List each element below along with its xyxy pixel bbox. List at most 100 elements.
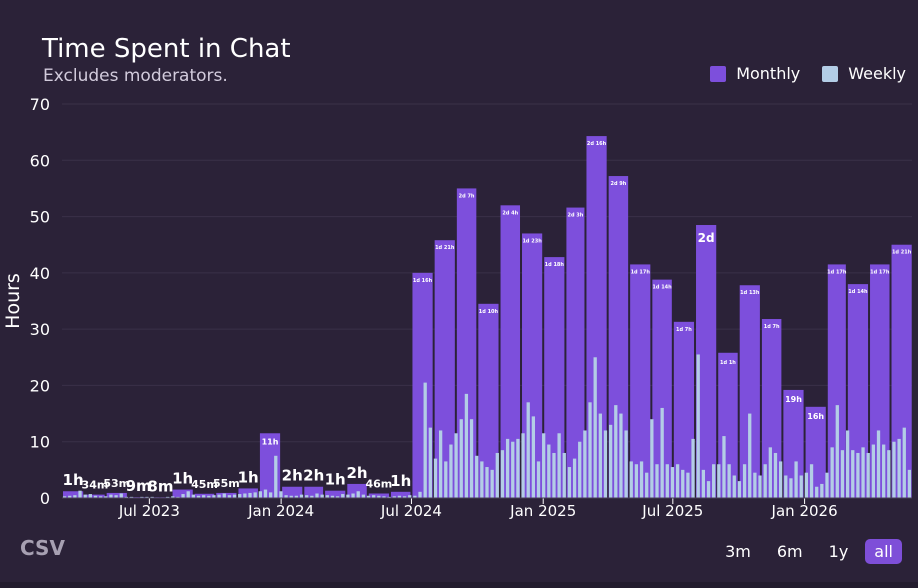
weekly-bar	[232, 494, 237, 498]
weekly-bar	[109, 494, 113, 498]
weekly-bar	[475, 455, 479, 498]
weekly-bar	[547, 444, 551, 498]
monthly-bar-label: 45m	[191, 478, 218, 491]
weekly-bar	[408, 495, 412, 498]
monthly-bar-label: 1d 21h	[892, 250, 912, 256]
y-tick-label: 60	[30, 151, 50, 170]
weekly-bar	[789, 478, 793, 498]
weekly-bar	[495, 452, 499, 498]
monthly-bar	[696, 225, 717, 498]
weekly-bar	[505, 438, 510, 498]
weekly-bar	[650, 419, 654, 498]
weekly-bar	[330, 495, 335, 498]
weekly-bar	[552, 452, 556, 498]
weekly-bar	[583, 430, 587, 498]
weekly-bar	[799, 475, 803, 498]
weekly-bar	[222, 493, 226, 498]
weekly-bar	[392, 496, 396, 498]
legend-item-monthly[interactable]: Monthly	[710, 64, 800, 83]
weekly-bar	[840, 450, 845, 498]
weekly-bar	[665, 464, 669, 498]
weekly-bar	[438, 430, 443, 498]
weekly-bar	[825, 472, 829, 498]
weekly-bar	[428, 427, 432, 498]
weekly-bar	[366, 495, 371, 498]
monthly-bar-label: 46m	[365, 477, 392, 490]
range-button-6m[interactable]: 6m	[768, 539, 812, 564]
weekly-bar	[469, 419, 474, 498]
monthly-bar-label: 9m	[126, 477, 152, 495]
weekly-bar	[706, 481, 711, 498]
x-tick-label: Jan 2026	[771, 502, 838, 520]
weekly-bar	[268, 492, 273, 498]
weekly-bar	[732, 475, 736, 498]
x-tick-label: Jul 2023	[118, 502, 180, 520]
weekly-bar	[871, 444, 876, 498]
weekly-bar	[124, 496, 129, 498]
weekly-bar	[861, 447, 865, 498]
time-range-selector: 3m 6m 1y all	[716, 539, 902, 564]
weekly-bar	[742, 464, 747, 498]
weekly-bar	[593, 357, 597, 498]
weekly-bar	[691, 438, 695, 498]
y-axis-label: Hours	[2, 273, 24, 329]
legend-swatch-monthly	[710, 65, 727, 82]
monthly-bar-label: 34m	[82, 479, 109, 492]
weekly-bar	[835, 405, 839, 498]
monthly-bar-label: 1d 1h	[720, 360, 736, 366]
weekly-bar	[907, 469, 912, 498]
weekly-bar	[104, 496, 108, 498]
monthly-bar-label: 1d 14h	[848, 289, 868, 295]
weekly-bar	[845, 430, 850, 498]
monthly-bar	[566, 207, 585, 498]
weekly-bar	[851, 450, 855, 498]
weekly-bar	[794, 461, 798, 498]
weekly-bar	[207, 495, 211, 498]
legend-item-weekly[interactable]: Weekly	[822, 64, 906, 83]
weekly-bar	[578, 441, 582, 498]
monthly-bars	[63, 136, 912, 499]
weekly-bar	[212, 495, 216, 498]
monthly-bar-label: 1d 23h	[522, 238, 542, 244]
weekly-bar	[820, 483, 824, 498]
weekly-bar	[176, 496, 180, 498]
monthly-bar-label: 2d 4h	[502, 210, 518, 216]
range-button-1y[interactable]: 1y	[820, 539, 858, 564]
weekly-bar	[274, 455, 278, 498]
monthly-bar	[304, 486, 324, 498]
monthly-bar	[608, 176, 629, 498]
weekly-bar	[356, 491, 360, 498]
weekly-bar	[382, 496, 386, 498]
weekly-bar	[748, 413, 752, 498]
weekly-bar	[645, 472, 649, 498]
weekly-bar	[397, 495, 402, 498]
weekly-bar	[253, 492, 257, 498]
weekly-bar	[598, 413, 602, 498]
monthly-bar-label: 1d 21h	[435, 245, 455, 251]
weekly-bar	[418, 491, 422, 498]
monthly-bar-label: 8m	[147, 477, 173, 495]
y-tick-label: 40	[30, 264, 50, 283]
range-button-all[interactable]: all	[865, 539, 902, 564]
monthly-bar-label: 16h	[807, 412, 824, 421]
weekly-bar	[727, 464, 731, 498]
csv-export-button[interactable]: CSV	[20, 536, 65, 560]
weekly-bar	[361, 494, 366, 498]
weekly-bar	[459, 419, 463, 498]
monthly-bar	[630, 264, 651, 498]
weekly-bar	[325, 495, 329, 498]
weekly-bar	[557, 433, 561, 498]
weekly-bar	[526, 402, 530, 498]
weekly-bar	[202, 495, 206, 498]
weekly-bar	[165, 496, 170, 498]
weekly-bar	[258, 491, 262, 498]
weekly-bar	[603, 430, 608, 498]
weekly-bar	[768, 447, 772, 498]
weekly-bar	[809, 464, 814, 498]
weekly-bar	[454, 433, 458, 498]
weekly-bar	[217, 494, 221, 498]
monthly-bar-label: 2d	[698, 231, 715, 245]
weekly-bar	[686, 472, 690, 498]
monthly-bar-label: 2d 9h	[610, 181, 626, 187]
range-button-3m[interactable]: 3m	[716, 539, 760, 564]
